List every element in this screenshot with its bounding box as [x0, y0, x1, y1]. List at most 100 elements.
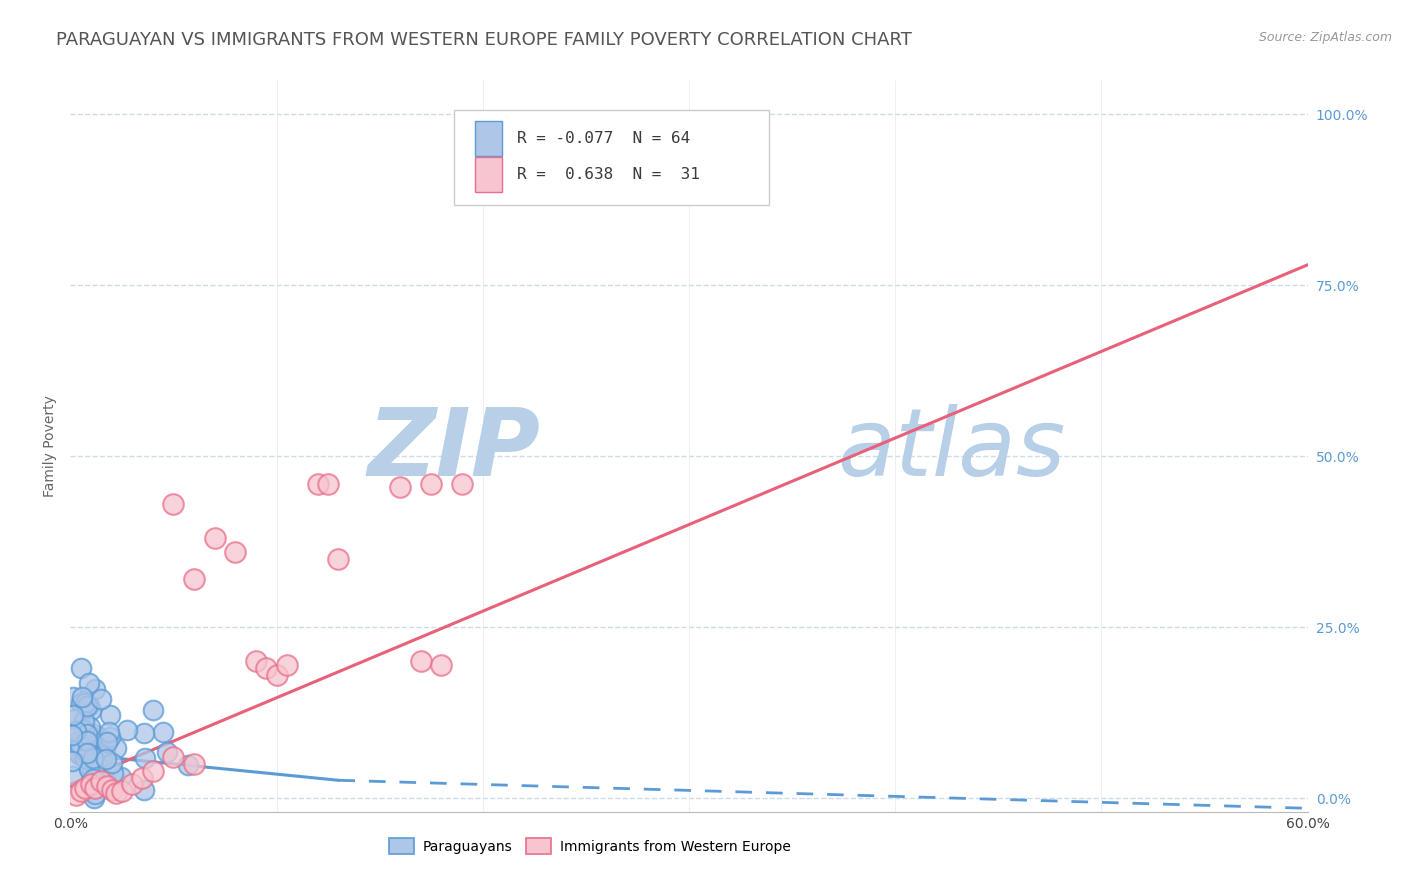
Point	[82, 727, 104, 741]
Point	[82, 772, 104, 787]
Point	[104, 786, 127, 800]
Point	[451, 476, 474, 491]
Point	[90, 774, 112, 789]
Point	[93, 749, 115, 764]
Point	[73, 723, 96, 737]
Point	[245, 654, 267, 668]
Point	[79, 720, 101, 734]
Point	[183, 756, 205, 771]
Point	[69, 661, 91, 675]
Text: R = -0.077  N = 64: R = -0.077 N = 64	[517, 130, 690, 145]
Point	[76, 699, 98, 714]
Point	[66, 734, 89, 748]
Point	[62, 707, 84, 722]
Point	[80, 703, 103, 717]
Point	[115, 723, 138, 738]
Point	[60, 728, 83, 742]
Text: PARAGUAYAN VS IMMIGRANTS FROM WESTERN EUROPE FAMILY POVERTY CORRELATION CHART: PARAGUAYAN VS IMMIGRANTS FROM WESTERN EU…	[56, 31, 912, 49]
Point	[254, 661, 277, 675]
Point	[142, 764, 165, 778]
Point	[162, 750, 184, 764]
Text: atlas: atlas	[838, 404, 1066, 495]
FancyBboxPatch shape	[454, 110, 769, 204]
FancyBboxPatch shape	[475, 157, 502, 192]
Point	[75, 746, 97, 760]
Legend: Paraguayans, Immigrants from Western Europe: Paraguayans, Immigrants from Western Eur…	[384, 832, 796, 860]
Point	[100, 782, 122, 797]
Point	[84, 681, 107, 696]
Point	[79, 762, 101, 776]
Point	[409, 654, 432, 668]
Point	[93, 745, 115, 759]
Point	[83, 788, 105, 802]
Point	[79, 755, 101, 769]
Point	[316, 476, 339, 491]
Point	[155, 745, 177, 759]
Point	[94, 751, 117, 765]
Point	[177, 758, 200, 772]
Point	[69, 697, 91, 711]
Point	[80, 763, 103, 777]
Point	[266, 668, 288, 682]
Point	[420, 476, 443, 491]
Point	[62, 690, 84, 705]
Point	[94, 772, 117, 787]
FancyBboxPatch shape	[475, 120, 502, 155]
Point	[83, 790, 105, 805]
Point	[90, 692, 112, 706]
Point	[103, 765, 125, 780]
Point	[69, 784, 91, 798]
Point	[65, 723, 87, 738]
Point	[183, 572, 205, 586]
Point	[389, 480, 412, 494]
Point	[131, 771, 153, 785]
Point	[76, 733, 98, 747]
Point	[328, 551, 350, 566]
Point	[70, 739, 93, 754]
Point	[60, 742, 83, 756]
Text: Source: ZipAtlas.com: Source: ZipAtlas.com	[1258, 31, 1392, 45]
Point	[104, 741, 127, 756]
Point	[96, 779, 118, 793]
Text: R =  0.638  N =  31: R = 0.638 N = 31	[517, 167, 700, 182]
Point	[73, 714, 96, 728]
Point	[77, 740, 100, 755]
Point	[204, 531, 226, 545]
Point	[110, 770, 132, 784]
Point	[224, 545, 246, 559]
Point	[77, 698, 100, 713]
Point	[121, 777, 143, 791]
Point	[77, 676, 100, 690]
Point	[132, 783, 155, 797]
Point	[82, 751, 104, 765]
Point	[80, 741, 103, 756]
Point	[84, 780, 107, 795]
Point	[86, 757, 108, 772]
Point	[80, 777, 103, 791]
Point	[98, 730, 121, 744]
Point	[152, 725, 174, 739]
Point	[70, 690, 93, 704]
Point	[101, 756, 124, 770]
Point	[60, 754, 83, 768]
Point	[98, 707, 121, 722]
Point	[63, 712, 86, 726]
Point	[162, 497, 184, 511]
Point	[111, 784, 134, 798]
Point	[307, 476, 329, 491]
Point	[76, 727, 98, 741]
Point	[87, 730, 110, 744]
Point	[66, 745, 89, 759]
Point	[76, 746, 98, 760]
Point	[69, 747, 91, 762]
Point	[142, 704, 165, 718]
Point	[73, 780, 96, 795]
Point	[97, 724, 120, 739]
Point	[65, 788, 87, 802]
Point	[134, 726, 156, 740]
Point	[134, 751, 156, 765]
Point	[73, 750, 96, 764]
Point	[430, 657, 453, 672]
Y-axis label: Family Poverty: Family Poverty	[44, 395, 58, 497]
Point	[96, 735, 118, 749]
